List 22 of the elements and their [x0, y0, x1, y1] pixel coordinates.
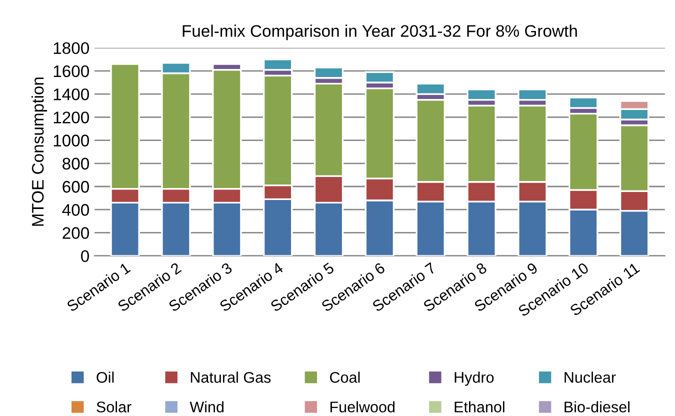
legend-label: Hydro [454, 372, 494, 386]
legend-label: Fuelwood [330, 401, 394, 412]
y-tick-label: 1800 [54, 42, 89, 54]
legend-label: Oil [96, 372, 114, 383]
y-tick-label: 1000 [54, 134, 89, 146]
chart-title: Fuel-mix Comparison in Year 2031-32 For 8% Growth [182, 24, 577, 40]
legend-label: Nuclear [564, 372, 616, 383]
legend-label: Wind [190, 401, 224, 412]
y-tick-label: 1600 [54, 65, 89, 78]
y-tick-label: 800 [62, 158, 89, 170]
legend-label: Solar [96, 401, 132, 412]
y-tick-label: 200 [62, 227, 89, 239]
y-tick-label: 600 [62, 180, 89, 193]
legend-label: Ethanol [454, 401, 504, 412]
legend-label: Bio-diesel [564, 401, 630, 412]
y-tick-label: 0 [81, 250, 89, 262]
y-tick-label: 400 [62, 204, 89, 216]
y-tick-label: 1200 [54, 112, 89, 124]
legend-label: Natural Gas [190, 372, 271, 383]
y-tick-label: 1400 [54, 88, 89, 100]
y-axis-title: MTOE Consumption [31, 78, 48, 226]
legend-label: Coal [330, 372, 360, 383]
